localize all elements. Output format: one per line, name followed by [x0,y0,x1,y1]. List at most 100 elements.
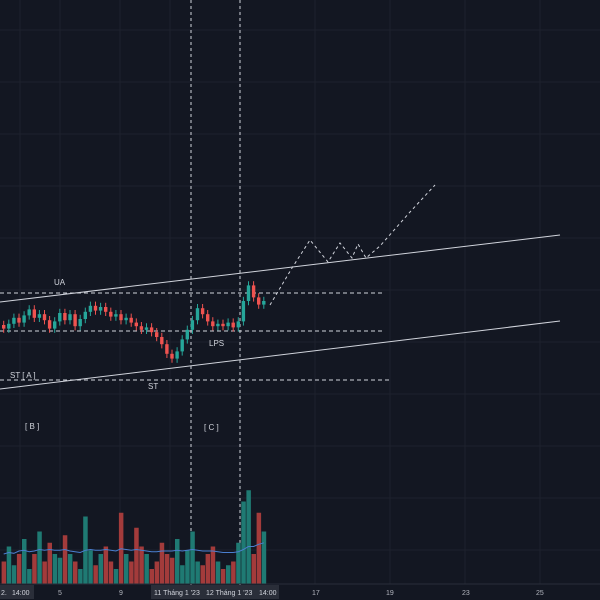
candle-body[interactable] [216,323,220,327]
candle-body[interactable] [42,314,47,321]
volume-bar [236,542,241,584]
candle-body[interactable] [200,308,205,315]
volume-bar [1,561,7,584]
candle-body[interactable] [160,337,164,345]
candle-body[interactable] [246,285,251,301]
candle-body[interactable] [241,301,246,322]
candle-body[interactable] [134,322,138,327]
volume-bar [67,554,73,584]
candle-body[interactable] [262,301,266,305]
candle-body[interactable] [175,351,179,359]
volume-bar [154,561,160,584]
candle-body[interactable] [251,285,256,298]
volume-bar [169,557,175,584]
volume-bar [57,557,63,584]
candle-body[interactable] [190,320,195,330]
volume-bar [134,527,139,584]
time-tick-5: 12 Tháng 1 '23 [206,590,252,597]
candle-body[interactable] [93,305,98,311]
label-lps: LPS [209,339,224,348]
candle-body[interactable] [109,311,113,317]
time-tick-9: 23 [462,590,470,597]
volume-bar [185,550,190,584]
grid [0,0,600,584]
candle-body[interactable] [185,329,189,340]
candle-body[interactable] [221,323,225,327]
lower-channel-line[interactable] [0,320,561,390]
candle-body[interactable] [12,317,16,324]
time-axis[interactable]: 2. 14:00 5 9 11 Tháng 1 '23 12 Tháng 1 '… [0,583,600,599]
volume-bar [73,561,78,584]
time-tick-10: 25 [536,590,544,597]
volume-bar [215,561,221,584]
candle-body[interactable] [53,321,57,329]
candle-body[interactable] [73,314,77,327]
label-b: [ B ] [25,422,39,431]
volume-bar [93,565,98,584]
volume-bar [32,554,37,584]
volume-bar [226,565,231,584]
candle-body[interactable] [68,314,72,321]
time-tick-6: 14:00 [259,590,277,597]
volume-bar [256,512,262,584]
label-ua: UA [54,278,66,287]
candle-body[interactable] [149,327,154,333]
label-st-a: ST [ A ] [10,371,36,380]
candle-body[interactable] [211,321,215,327]
candle-body[interactable] [124,317,128,321]
volume-bar [139,546,144,584]
volume-bar [175,539,180,584]
projection-path[interactable] [269,184,436,306]
upper-channel-line[interactable] [0,234,561,303]
candle-body[interactable] [98,307,103,311]
candle-body[interactable] [47,320,52,329]
candle-body[interactable] [114,314,118,317]
time-tick-7: 17 [312,590,320,597]
volume-bar [88,550,93,584]
candle-body[interactable] [78,319,82,327]
volume-bar [159,542,165,584]
candle-body[interactable] [139,326,144,330]
candle-body[interactable] [83,311,87,319]
volume-bar [164,554,170,584]
candle-body[interactable] [165,344,169,354]
volume-bar [124,554,129,584]
volume-bar [195,561,200,584]
candle-body[interactable] [2,325,6,329]
candle-body[interactable] [32,309,36,318]
time-tick-box-1 [0,585,34,599]
time-tick-4: 11 Tháng 1 '23 [154,590,200,597]
candle-body[interactable] [22,315,26,323]
time-tick-3: 9 [119,590,123,597]
candle-body[interactable] [257,297,261,305]
candle-body[interactable] [180,339,184,352]
time-tick-2: 5 [58,590,62,597]
candle-body[interactable] [17,317,21,323]
candle-body[interactable] [170,353,174,359]
volume-bar [144,554,149,584]
candle-body[interactable] [27,309,31,316]
candle-body[interactable] [63,313,67,321]
volume-bar [200,565,205,584]
candle-body[interactable] [129,317,133,323]
candle-body[interactable] [7,323,11,329]
candle-body[interactable] [104,307,108,312]
time-tick-0: 2. [1,590,7,597]
candle-body[interactable] [58,313,62,322]
candle-body[interactable] [195,308,200,321]
volume-bar [190,531,195,584]
candle-body[interactable] [155,332,159,337]
candle-body[interactable] [88,305,93,312]
candle-body[interactable] [37,314,42,318]
volume-ma-line [3,542,264,555]
candle-body[interactable] [144,327,149,330]
candle-body[interactable] [206,314,210,322]
candle-body[interactable] [236,321,240,328]
candle-body[interactable] [119,314,123,321]
volume-bar [180,565,185,584]
candle-body[interactable] [231,322,235,328]
volume-bar [231,561,236,584]
label-st: ST [148,382,158,391]
candle-body[interactable] [226,322,230,327]
